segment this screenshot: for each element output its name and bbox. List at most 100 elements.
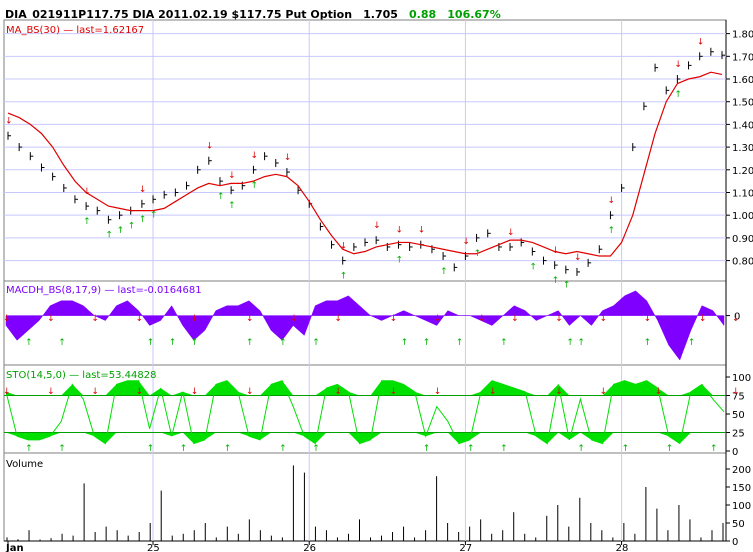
sell-arrow: ↓: [674, 60, 682, 70]
price-tick-label: 0.90: [732, 234, 753, 245]
volume-tick-label: 50: [732, 519, 745, 530]
sell-arrow: ↓: [3, 387, 11, 397]
sell-arrow: ↓: [228, 171, 236, 181]
price-tick-label: 1.30: [732, 143, 753, 154]
sto-line: [5, 380, 725, 445]
sell-arrow: ↓: [246, 314, 254, 324]
sell-arrow: ↓: [555, 314, 563, 324]
buy-arrow: ↑: [83, 217, 91, 227]
sell-arrow: ↓: [489, 387, 497, 397]
volume-tick-label: 200: [732, 465, 751, 476]
buy-arrow: ↑: [566, 338, 574, 348]
sell-arrow: ↓: [478, 314, 486, 324]
sell-arrow: ↓: [206, 142, 214, 152]
volume-tick-label: 0: [732, 537, 738, 548]
sell-arrow: ↓: [644, 314, 652, 324]
buy-arrow: ↑: [25, 338, 33, 348]
buy-arrow: ↑: [250, 181, 258, 191]
sell-arrow: ↓: [732, 314, 740, 324]
buy-arrow: ↑: [440, 267, 448, 277]
buy-arrow: ↑: [279, 444, 287, 454]
sell-arrow: ↓: [334, 314, 342, 324]
sell-arrow: ↓: [390, 387, 398, 397]
buy-arrow: ↑: [577, 444, 585, 454]
sell-arrow: ↓: [246, 387, 254, 397]
buy-arrow: ↑: [577, 338, 585, 348]
macd-histogram-area: [5, 290, 725, 361]
sell-arrow: ↓: [697, 37, 705, 47]
volume-panel-title: Volume: [6, 459, 43, 470]
sell-arrow: ↓: [139, 185, 147, 195]
buy-arrow: ↑: [117, 226, 125, 236]
buy-arrow: ↑: [169, 338, 177, 348]
x-tick-label: 25: [147, 543, 160, 552]
buy-arrow: ↑: [340, 272, 348, 282]
sell-arrow: ↓: [373, 221, 381, 231]
sell-arrow: ↓: [191, 387, 199, 397]
buy-arrow: ↑: [191, 338, 199, 348]
macd-panel-title: MACDH_BS(8,17,9) — last=-0.0164681: [6, 285, 202, 296]
header-bar: DIA_021911P117.75 DIA 2011.02.19 $117.75…: [5, 3, 501, 22]
buy-arrow: ↑: [228, 201, 236, 211]
buy-arrow: ↑: [474, 249, 482, 259]
buy-arrow: ↑: [563, 281, 571, 291]
buy-arrow: ↑: [500, 338, 508, 348]
macd-tick-label: 0: [734, 312, 740, 323]
price-panel-title: MA_BS(30) — last=1.62167: [6, 25, 144, 36]
buy-arrow: ↑: [674, 90, 682, 100]
sell-arrow: ↓: [5, 117, 13, 127]
sell-arrow: ↓: [655, 387, 663, 397]
buy-arrow: ↑: [58, 338, 66, 348]
sto-panel-title: STO(14,5,0) — last=53.44828: [6, 370, 156, 381]
buy-arrow: ↑: [710, 444, 718, 454]
sell-arrow: ↓: [462, 237, 470, 247]
buy-arrow: ↑: [180, 444, 188, 454]
sell-arrow: ↓: [91, 387, 99, 397]
buy-arrow: ↑: [58, 444, 66, 454]
sell-arrow: ↓: [507, 228, 515, 238]
header-last: 1.705: [363, 8, 398, 21]
sell-arrow: ↓: [555, 387, 563, 397]
buy-arrow: ↑: [688, 338, 696, 348]
buy-arrow: ↑: [312, 338, 320, 348]
buy-arrow: ↑: [644, 338, 652, 348]
sto-tick-label: 100: [732, 373, 751, 384]
price-tick-label: 1.80: [732, 30, 753, 41]
buy-arrow: ↑: [128, 222, 136, 232]
volume-panel: [3, 452, 727, 542]
x-tick-label: 27: [459, 543, 472, 552]
volume-tick-label: 150: [732, 483, 751, 494]
buy-arrow: ↑: [105, 231, 113, 241]
price-tick-label: 1.50: [732, 98, 753, 109]
price-tick-label: 1.20: [732, 166, 753, 177]
buy-arrow: ↑: [224, 444, 232, 454]
sell-arrow: ↓: [511, 314, 519, 324]
sell-arrow: ↓: [136, 387, 144, 397]
buy-arrow: ↑: [622, 444, 630, 454]
sell-arrow: ↓: [599, 387, 607, 397]
price-tick-label: 1.60: [732, 75, 753, 86]
sell-arrow: ↓: [699, 314, 707, 324]
buy-arrow: ↑: [529, 262, 537, 272]
sell-arrow: ↓: [732, 387, 740, 397]
sell-arrow: ↓: [599, 314, 607, 324]
sell-arrow: ↓: [290, 314, 298, 324]
sto-oversold-fill: [6, 432, 724, 444]
sell-arrow: ↓: [284, 153, 292, 163]
buy-arrow: ↑: [147, 338, 155, 348]
buy-arrow: ↑: [147, 444, 155, 454]
sto-overbought-fill: [6, 380, 724, 396]
buy-arrow: ↑: [500, 444, 508, 454]
buy-arrow: ↑: [312, 444, 320, 454]
sell-arrow: ↓: [390, 314, 398, 324]
sell-arrow: ↓: [191, 314, 199, 324]
sto-tick-label: 50: [732, 410, 745, 421]
header-change-pct: 106.67%: [447, 8, 501, 21]
x-tick-label: 26: [303, 543, 316, 552]
sell-arrow: ↓: [434, 387, 442, 397]
sto-tick-label: 25: [732, 429, 745, 440]
header-symbol: DIA_021911P117.75 DIA 2011.02.19 $117.75…: [5, 8, 353, 21]
buy-arrow: ↑: [607, 226, 615, 236]
